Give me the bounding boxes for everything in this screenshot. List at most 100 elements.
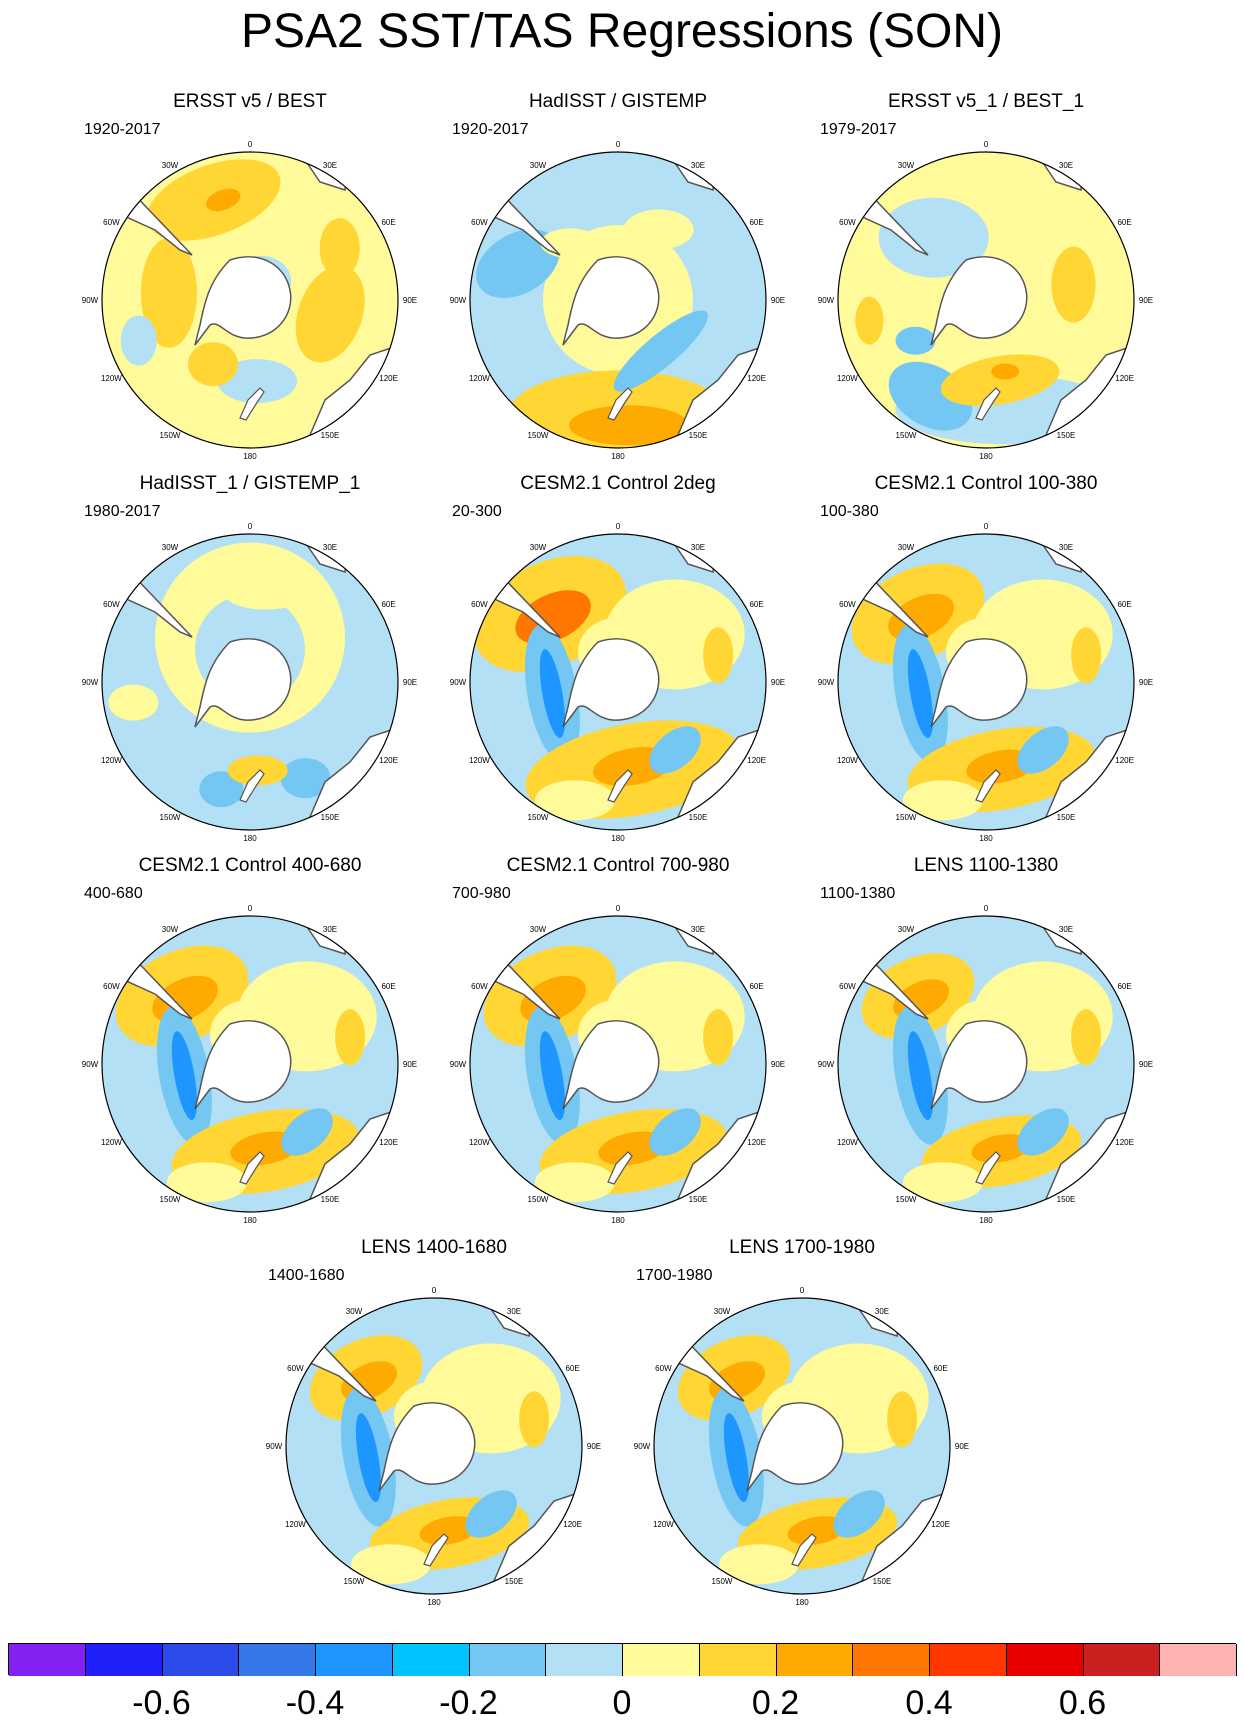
colorbar-segment	[623, 1644, 700, 1676]
anomaly-contour	[1017, 726, 1069, 774]
antarctica-outline	[746, 1402, 844, 1492]
longitude-label: 150E	[1057, 431, 1076, 440]
longitude-label: 180	[979, 1216, 993, 1225]
longitude-label: 90E	[771, 1060, 785, 1069]
anomaly-contour	[1071, 1009, 1102, 1066]
longitude-label: 150W	[528, 1195, 549, 1204]
panel-title: LENS 1100-1380	[913, 855, 1059, 876]
longitude-label: 90W	[82, 678, 99, 687]
longitude-label: 180	[979, 834, 993, 843]
anomaly-contour	[465, 1490, 517, 1538]
longitude-label: 90E	[955, 1442, 969, 1451]
longitude-label: 30E	[323, 161, 337, 170]
polar-map: 0 30E 60E 90E 120E 150E 180 150W 120W 90W 60W 30W	[818, 904, 1153, 1225]
panel-period-label: 1700-1980	[636, 1267, 713, 1284]
longitude-label: 60W	[839, 218, 856, 227]
longitude-label: 120E	[379, 756, 398, 765]
longitude-label: 180	[243, 834, 257, 843]
anomaly-contour	[225, 579, 306, 610]
panel-title: ERSST v5 / BEST	[173, 91, 327, 112]
longitude-label: 90W	[450, 678, 467, 687]
anomaly-contour	[319, 218, 360, 279]
panel-title: LENS 1700-1980	[729, 1237, 875, 1258]
longitude-label: 90W	[450, 296, 467, 305]
longitude-label: 60W	[655, 1364, 672, 1373]
map-panel: 0 30E 60E 90E 120E 150E 180 150W 120W 90W 60W 30W Ha…	[70, 472, 430, 852]
longitude-label: 60W	[287, 1364, 304, 1373]
longitude-label: 120E	[1115, 756, 1134, 765]
anomaly-contour	[833, 1490, 885, 1538]
longitude-label: 30E	[323, 543, 337, 552]
longitude-label: 150E	[505, 1577, 524, 1586]
longitude-label: 90E	[403, 678, 417, 687]
longitude-label: 60W	[839, 982, 856, 991]
panel-title: CESM2.1 Control 700-980	[506, 855, 730, 876]
longitude-label: 60E	[381, 600, 395, 609]
map-panel: 0 30E 60E 90E 120E 150E 180 150W 120W 90W 60W 30W LE…	[622, 1236, 982, 1616]
anomaly-contour	[205, 188, 241, 212]
longitude-label: 120W	[101, 1138, 122, 1147]
anomaly-contour	[903, 1162, 983, 1203]
longitude-label: 120E	[379, 1138, 398, 1147]
longitude-label: 180	[611, 1216, 625, 1225]
anomaly-contour	[903, 780, 983, 821]
longitude-label: 60E	[381, 982, 395, 991]
antarctica-outline	[378, 1402, 476, 1492]
panel-period-label: 700-980	[452, 885, 511, 902]
colorbar-segment	[853, 1644, 930, 1676]
antarctica-outline	[930, 638, 1028, 728]
longitude-label: 90E	[403, 296, 417, 305]
longitude-label: 30W	[898, 543, 915, 552]
longitude-label: 0	[984, 140, 989, 149]
colorbar-segment	[699, 1644, 777, 1676]
longitude-label: 30W	[530, 543, 547, 552]
polar-map: 0 30E 60E 90E 120E 150E 180 150W 120W 90W 60W 30W	[450, 522, 785, 843]
longitude-label: 0	[800, 1286, 805, 1295]
longitude-label: 180	[427, 1598, 441, 1607]
anomaly-contour	[227, 755, 288, 786]
anomaly-contour	[108, 684, 159, 721]
map-panel: 0 30E 60E 90E 120E 150E 180 150W 120W 90W 60W 30W CE…	[438, 472, 798, 852]
map-panel: 0 30E 60E 90E 120E 150E 180 150W 120W 90W 60W 30W CE…	[806, 472, 1166, 852]
anomaly-contour	[171, 1031, 197, 1120]
anomaly-contour	[878, 197, 989, 278]
longitude-label: 0	[616, 904, 621, 913]
antarctica-outline	[562, 256, 660, 346]
longitude-label: 30W	[162, 543, 179, 552]
longitude-label: 120E	[563, 1520, 582, 1529]
map-border	[101, 151, 399, 449]
colorbar-tick-label: -0.2	[439, 1684, 498, 1722]
longitude-label: 150E	[321, 813, 340, 822]
map-border	[101, 915, 399, 1213]
longitude-label: 180	[795, 1598, 809, 1607]
longitude-label: 150W	[160, 431, 181, 440]
longitude-label: 0	[248, 522, 253, 531]
longitude-label: 90E	[1139, 678, 1153, 687]
colorbar-segment	[1006, 1644, 1084, 1676]
anomaly-contour	[295, 265, 365, 363]
colorbar-segment	[776, 1644, 854, 1676]
anomaly-contour	[120, 315, 157, 366]
longitude-label: 30E	[1059, 543, 1073, 552]
longitude-label: 90W	[82, 1060, 99, 1069]
longitude-label: 0	[248, 140, 253, 149]
longitude-label: 90W	[450, 1060, 467, 1069]
anomaly-contour	[535, 1162, 615, 1203]
longitude-label: 0	[616, 140, 621, 149]
longitude-label: 120E	[747, 374, 766, 383]
new-zealand-outline	[607, 769, 633, 803]
new-zealand-outline	[791, 1533, 817, 1567]
longitude-label: 180	[243, 452, 257, 461]
anomaly-contour	[613, 310, 708, 392]
panel-title: ERSST v5_1 / BEST_1	[887, 91, 1085, 112]
map-border	[469, 533, 767, 831]
colorbar-segment	[1160, 1644, 1237, 1676]
longitude-label: 60E	[749, 218, 763, 227]
map-panel: 0 30E 60E 90E 120E 150E 180 150W 120W 90W 60W 30W Ha…	[438, 90, 798, 470]
longitude-label: 120W	[837, 374, 858, 383]
antarctica-outline	[194, 1020, 292, 1110]
anomaly-contour	[649, 1108, 701, 1156]
map-panel: 0 30E 60E 90E 120E 150E 180 150W 120W 90W 60W 30W ER…	[806, 90, 1166, 470]
anomaly-contour	[217, 359, 298, 404]
colorbar-tick-label: 0.2	[751, 1684, 800, 1722]
